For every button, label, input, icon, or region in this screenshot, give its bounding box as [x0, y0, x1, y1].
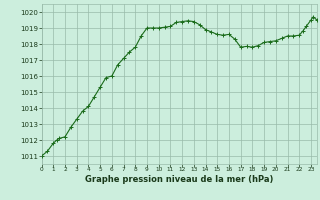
X-axis label: Graphe pression niveau de la mer (hPa): Graphe pression niveau de la mer (hPa)	[85, 175, 273, 184]
